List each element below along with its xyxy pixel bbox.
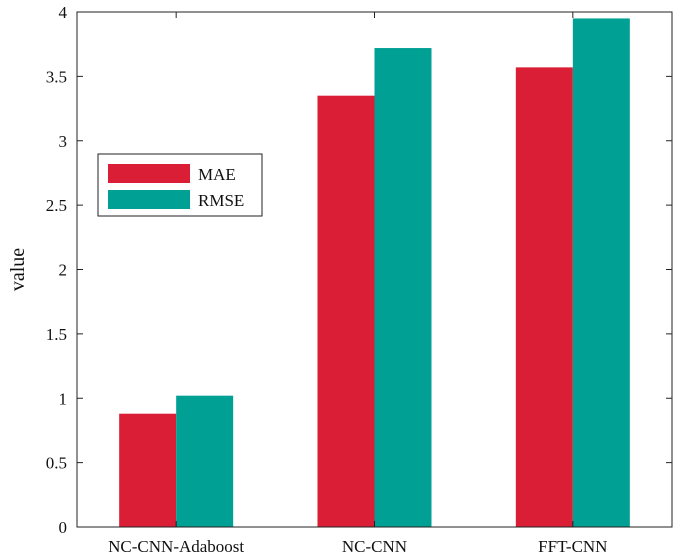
bars-group xyxy=(119,18,630,528)
bar-rmse-nc-cnn-adaboost xyxy=(176,395,234,527)
y-tick-label: 2.5 xyxy=(46,196,67,215)
bar-rmse-fft-cnn xyxy=(572,18,630,527)
legend-swatch-mae xyxy=(108,164,190,183)
ticks-group: 0 0.5 1 1.5 2 2.5 3 3.5 4 NC-CNN-Adaboost NC-CNN FF… xyxy=(46,3,672,556)
y-tick-label: 3 xyxy=(59,132,68,151)
y-tick-label: 0 xyxy=(59,518,68,537)
legend-label-rmse: RMSE xyxy=(198,191,244,210)
bar-mae-fft-cnn xyxy=(515,67,573,528)
y-tick-label: 1.5 xyxy=(46,325,67,344)
bar-mae-nc-cnn xyxy=(317,95,375,527)
legend: MAE RMSE xyxy=(97,153,263,217)
x-tick-label: NC-CNN-Adaboost xyxy=(108,537,244,556)
legend-swatch-rmse xyxy=(108,190,190,209)
y-tick-label: 2 xyxy=(59,261,68,280)
y-tick-label: 3.5 xyxy=(46,67,67,86)
x-tick-label: NC-CNN xyxy=(342,537,407,556)
y-tick-label: 4 xyxy=(59,3,68,22)
bar-mae-nc-cnn-adaboost xyxy=(119,413,177,527)
y-tick-label: 1 xyxy=(59,389,68,408)
bar-rmse-nc-cnn xyxy=(374,48,432,528)
x-tick-label: FFT-CNN xyxy=(538,537,607,556)
y-axis-label: value xyxy=(7,248,29,291)
y-tick-label: 0.5 xyxy=(46,454,67,473)
legend-label-mae: MAE xyxy=(198,165,236,184)
